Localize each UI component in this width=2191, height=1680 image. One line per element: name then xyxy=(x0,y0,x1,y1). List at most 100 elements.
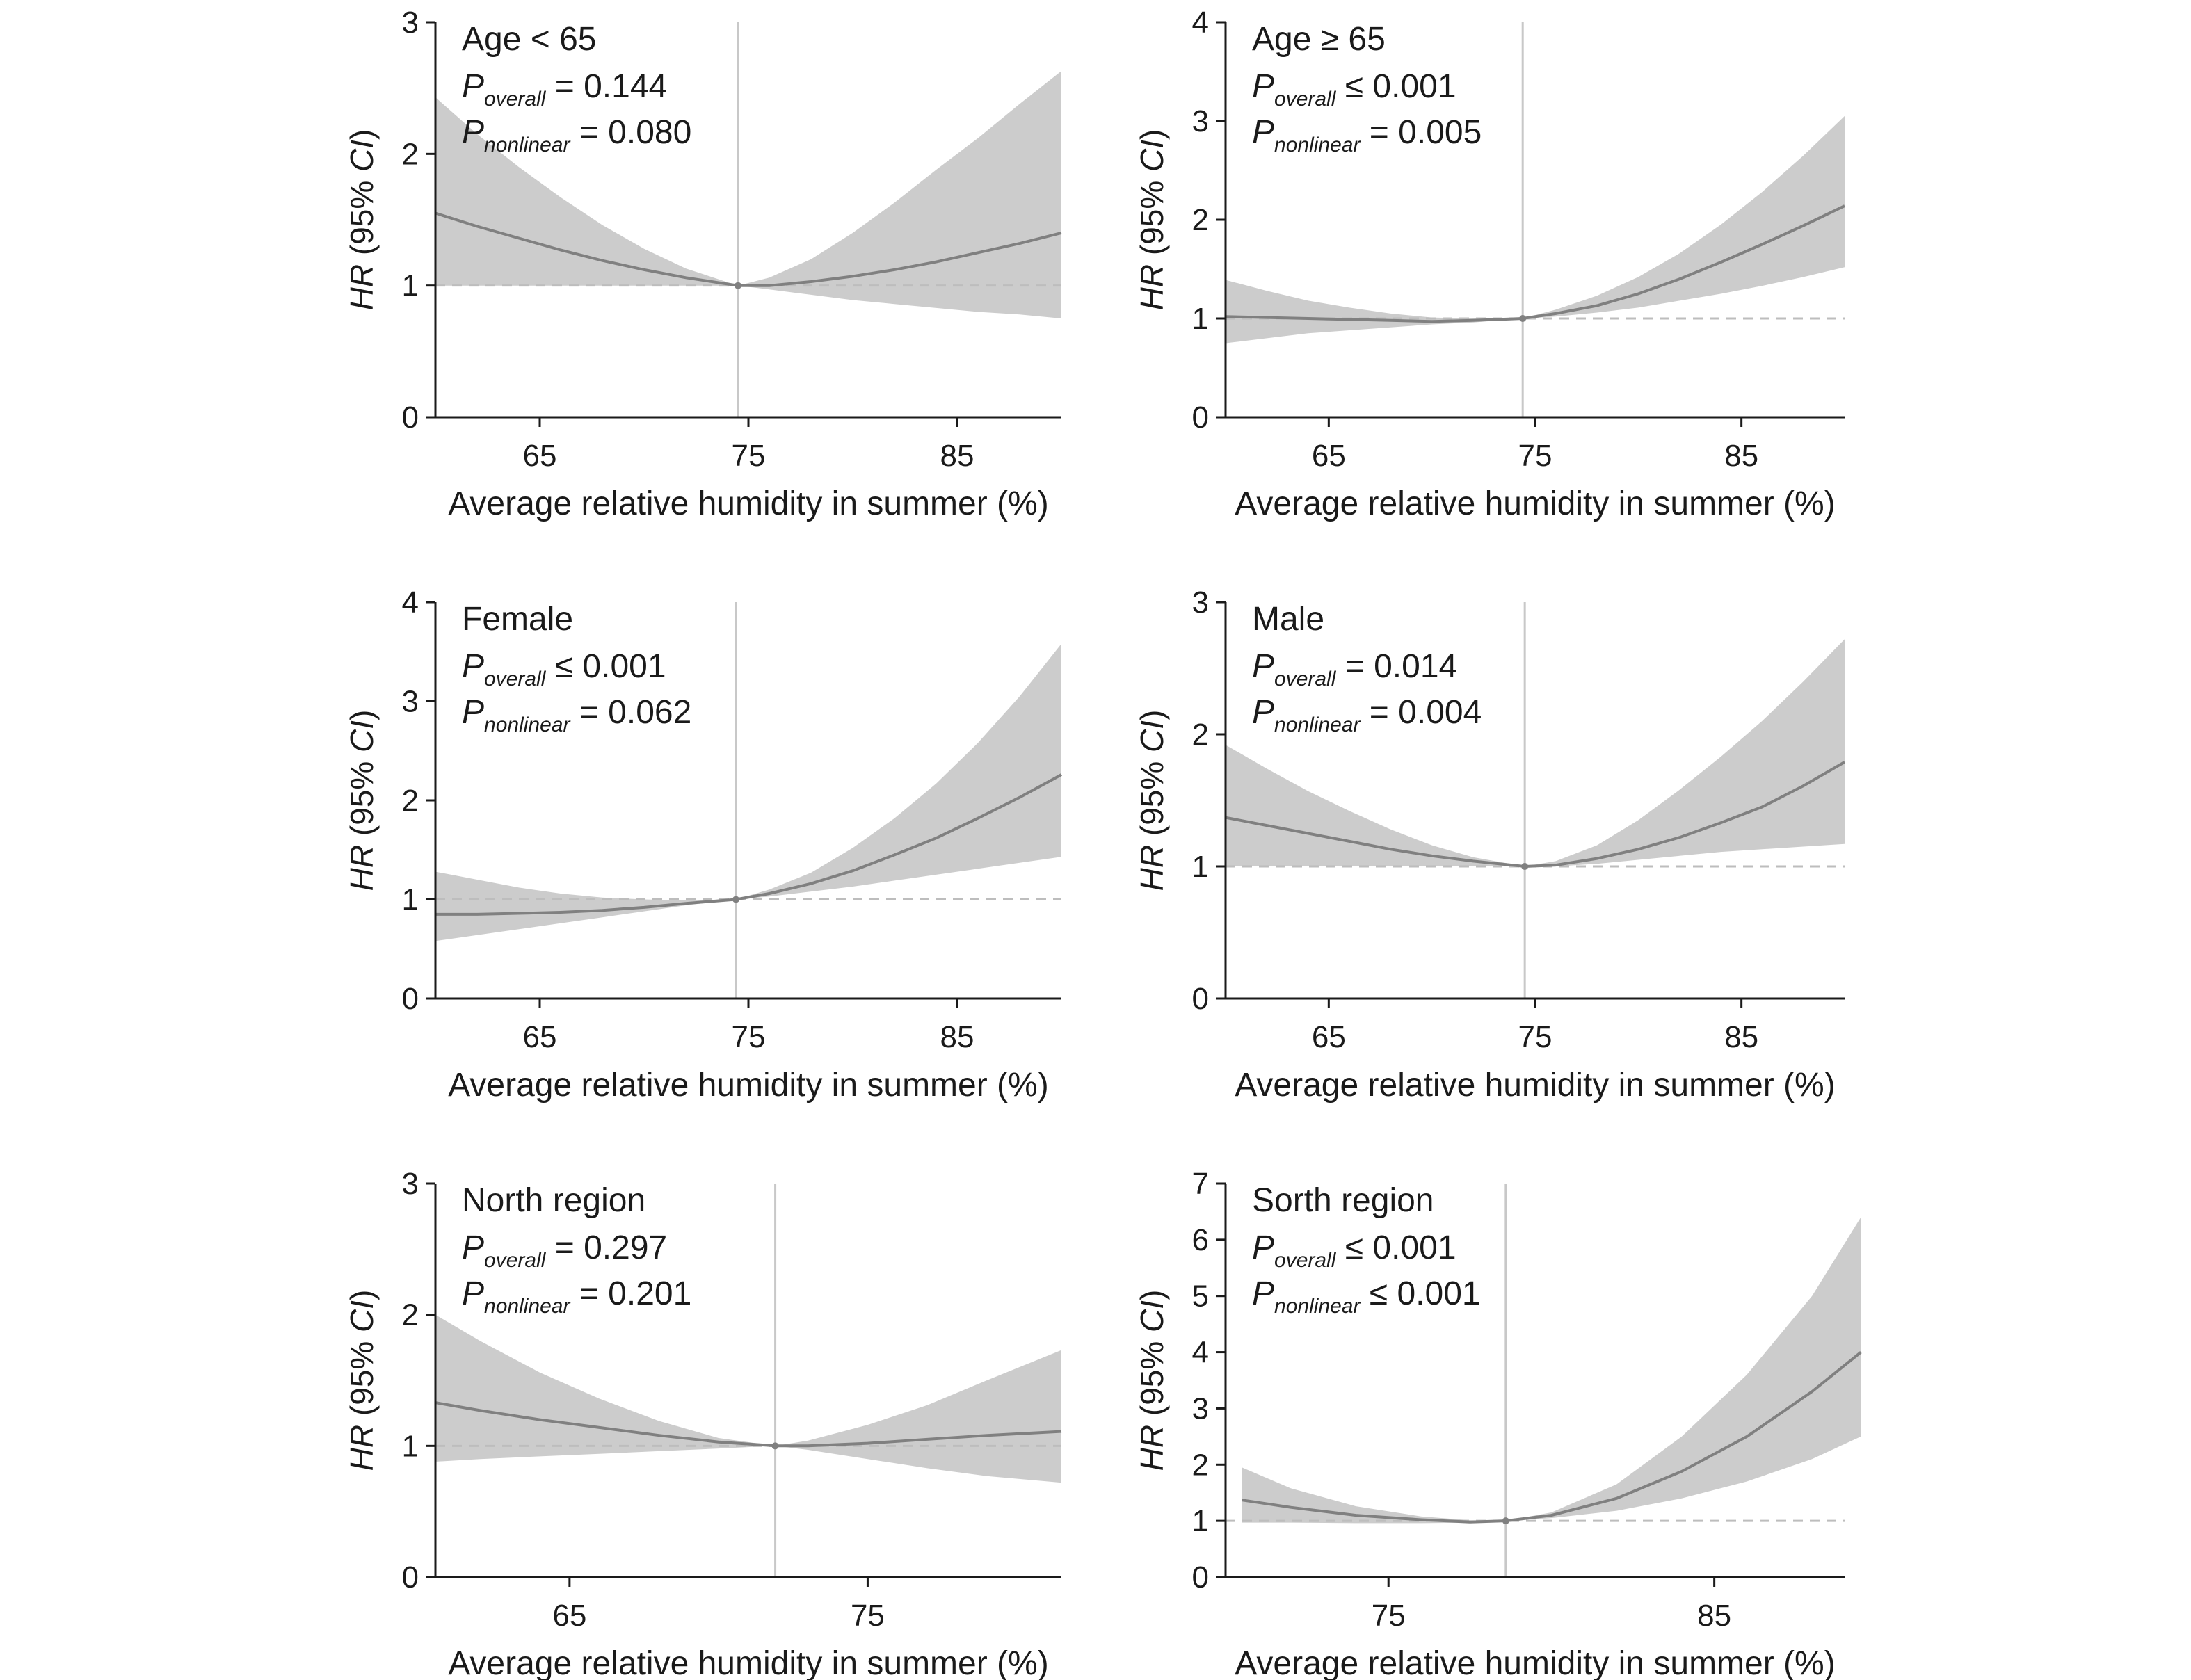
y-tick-label: 3 xyxy=(1192,585,1209,620)
y-tick-label: 3 xyxy=(402,685,419,719)
y-tick-label: 1 xyxy=(1192,302,1209,336)
p-value-nonlinear: Pnonlinear = 0.201 xyxy=(462,1275,691,1318)
confidence-band xyxy=(435,643,1061,942)
x-tick-label: 65 xyxy=(1312,439,1346,473)
chart-panel-3: 0 1 2 3 4 65 75 85 Average relative humidity in … xyxy=(344,585,1062,1104)
x-tick-label: 75 xyxy=(732,1020,766,1054)
chart-panel-5: 0 1 2 3 65 75 Average relative humidity in sum… xyxy=(344,1167,1062,1680)
y-tick-label: 2 xyxy=(1192,1448,1209,1482)
x-tick-label: 75 xyxy=(1518,1020,1552,1054)
x-tick-label: 85 xyxy=(1697,1599,1731,1633)
hr-curve xyxy=(1225,761,1845,869)
reference-point xyxy=(1521,863,1529,870)
p-value-nonlinear: Pnonlinear = 0.080 xyxy=(462,114,691,156)
p-value-overall: Poverall = 0.144 xyxy=(462,68,667,111)
p-value-nonlinear: Pnonlinear = 0.004 xyxy=(1252,694,1482,736)
hr-curve xyxy=(435,211,1062,287)
x-tick-label: 85 xyxy=(940,439,974,473)
y-axis-label: HR (95% CI) xyxy=(1134,1290,1170,1471)
y-tick-label: 2 xyxy=(1192,718,1209,752)
x-tick-label: 65 xyxy=(1312,1020,1346,1054)
y-tick-label: 1 xyxy=(1192,850,1209,884)
y-tick-label: 0 xyxy=(1192,982,1209,1016)
x-tick-label: 75 xyxy=(1372,1599,1406,1633)
x-axis-label: Average relative humidity in summer (%) xyxy=(1235,485,1835,522)
x-tick-label: 85 xyxy=(1724,1020,1758,1054)
y-tick-label: 1 xyxy=(1192,1504,1209,1538)
y-tick-label: 2 xyxy=(402,1298,419,1332)
y-axis-label: HR (95% CI) xyxy=(344,710,380,891)
y-tick-label: 2 xyxy=(402,784,419,818)
p-value-overall: Poverall = 0.014 xyxy=(1252,648,1457,690)
y-tick-label: 1 xyxy=(402,883,419,917)
panel-title: Male xyxy=(1252,601,1324,638)
y-tick-label: 5 xyxy=(1192,1279,1209,1314)
x-tick-label: 75 xyxy=(851,1599,885,1633)
chart-panel-4: 0 1 2 3 65 75 85 Average relative humidity in s… xyxy=(1134,585,1845,1104)
y-tick-label: 1 xyxy=(402,1429,419,1463)
y-tick-label: 4 xyxy=(402,585,419,620)
y-axis-label: HR (95% CI) xyxy=(1134,710,1170,891)
p-value-overall: Poverall ≤ 0.001 xyxy=(1252,1229,1456,1272)
y-tick-label: 4 xyxy=(1192,1336,1209,1370)
y-tick-label: 0 xyxy=(1192,401,1209,435)
x-axis-label: Average relative humidity in summer (%) xyxy=(448,1645,1048,1680)
confidence-band xyxy=(1226,115,1845,344)
y-tick-label: 4 xyxy=(1192,6,1209,40)
y-axis-label: HR (95% CI) xyxy=(344,129,380,311)
y-tick-label: 0 xyxy=(402,1560,419,1594)
reference-point xyxy=(771,1442,779,1450)
p-value-overall: Poverall ≤ 0.001 xyxy=(1252,68,1456,111)
x-tick-label: 75 xyxy=(732,439,766,473)
y-axis-label: HR (95% CI) xyxy=(344,1290,380,1471)
chart-panel-1: 0 1 2 3 65 75 85 Average relative humidity in s… xyxy=(344,6,1062,522)
y-tick-label: 3 xyxy=(402,1167,419,1201)
x-axis-label: Average relative humidity in summer (%) xyxy=(1235,1645,1835,1680)
panel-title: Age < 65 xyxy=(462,21,597,58)
y-tick-label: 7 xyxy=(1192,1167,1209,1201)
reference-point xyxy=(1502,1517,1509,1525)
reference-point xyxy=(732,896,739,903)
panel-title: North region xyxy=(462,1182,645,1219)
x-tick-label: 65 xyxy=(552,1599,586,1633)
y-tick-label: 0 xyxy=(402,401,419,435)
x-tick-label: 75 xyxy=(1518,439,1552,473)
y-tick-label: 2 xyxy=(1192,203,1209,237)
y-tick-label: 3 xyxy=(1192,1391,1209,1425)
chart-panel-2: 0 1 2 3 4 65 75 85 Average relative humidity in … xyxy=(1134,6,1845,522)
y-tick-label: 3 xyxy=(402,6,419,40)
reference-point xyxy=(1519,315,1527,322)
x-tick-label: 65 xyxy=(523,439,557,473)
p-value-overall: Poverall = 0.297 xyxy=(462,1229,667,1272)
panel-title: Sorth region xyxy=(1252,1182,1434,1219)
panel-title: Female xyxy=(462,601,573,638)
p-value-nonlinear: Pnonlinear ≤ 0.001 xyxy=(1252,1275,1481,1318)
hr-curve xyxy=(1242,1351,1862,1524)
y-tick-label: 0 xyxy=(1192,1560,1209,1594)
y-tick-label: 1 xyxy=(402,269,419,303)
x-tick-label: 85 xyxy=(1724,439,1758,473)
x-axis-label: Average relative humidity in summer (%) xyxy=(448,485,1048,522)
hr-curve xyxy=(1225,204,1845,323)
confidence-band xyxy=(1226,639,1845,866)
p-value-nonlinear: Pnonlinear = 0.005 xyxy=(1252,114,1482,156)
y-tick-label: 3 xyxy=(1192,104,1209,138)
p-value-nonlinear: Pnonlinear = 0.062 xyxy=(462,694,691,736)
y-tick-label: 2 xyxy=(402,137,419,171)
hr-curve xyxy=(435,773,1062,916)
reference-point xyxy=(735,282,741,289)
hr-curve xyxy=(435,1401,1062,1448)
confidence-band xyxy=(1242,1217,1861,1524)
y-tick-label: 0 xyxy=(402,982,419,1016)
x-tick-label: 85 xyxy=(940,1020,974,1054)
chart-panel-6: 0 1 2 3 4 5 6 7 75 85 Average relative humidity in… xyxy=(1134,1167,1862,1680)
confidence-band xyxy=(435,1314,1061,1483)
p-value-overall: Poverall ≤ 0.001 xyxy=(462,648,666,690)
y-tick-label: 6 xyxy=(1192,1223,1209,1257)
y-axis-label: HR (95% CI) xyxy=(1134,129,1170,311)
x-axis-label: Average relative humidity in summer (%) xyxy=(448,1067,1048,1104)
x-tick-label: 65 xyxy=(523,1020,557,1054)
x-axis-label: Average relative humidity in summer (%) xyxy=(1235,1067,1835,1104)
panel-title: Age ≥ 65 xyxy=(1252,21,1386,58)
